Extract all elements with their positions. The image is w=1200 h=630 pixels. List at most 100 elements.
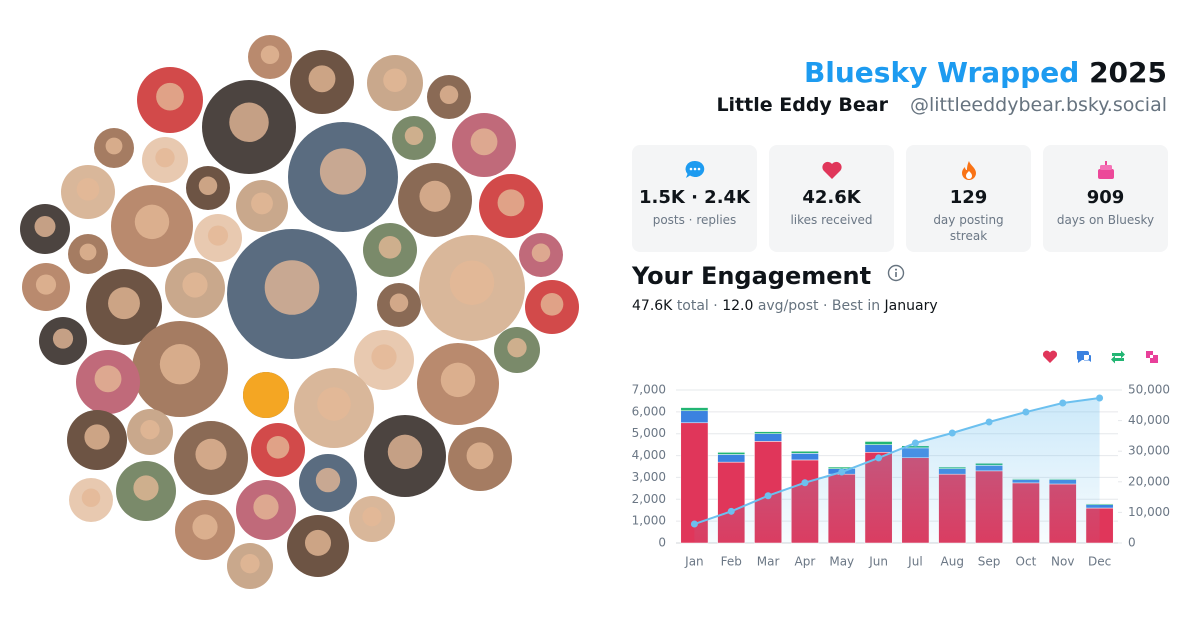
avatar-face bbox=[419, 180, 451, 212]
x-tick-label: Apr bbox=[795, 555, 816, 569]
avatar-face bbox=[140, 420, 160, 440]
x-tick-label: Jun bbox=[868, 555, 888, 569]
y-tick-label: 7,000 bbox=[632, 383, 666, 397]
y2-tick-label: 20,000 bbox=[1128, 474, 1170, 488]
avatar-face bbox=[304, 529, 332, 556]
avatar-face bbox=[35, 274, 57, 295]
avatar-face bbox=[439, 85, 459, 105]
avatar-face bbox=[79, 243, 97, 261]
avatar-face bbox=[84, 424, 110, 450]
summary-part: avg/post · bbox=[757, 298, 828, 314]
info-icon[interactable] bbox=[887, 264, 905, 282]
avatar-face bbox=[387, 434, 423, 470]
x-tick-label: Sep bbox=[978, 555, 1001, 569]
avatar-face bbox=[317, 387, 351, 421]
stat-value: 1.5K · 2.4K bbox=[638, 187, 751, 208]
avatar-face bbox=[52, 328, 74, 349]
avatar-face bbox=[105, 137, 123, 155]
y-tick-label: 0 bbox=[658, 536, 666, 550]
legend-icon[interactable] bbox=[1111, 350, 1125, 364]
bar-segment bbox=[864, 444, 893, 453]
line-point bbox=[690, 520, 698, 528]
avatar-face bbox=[531, 243, 551, 263]
avatar-face bbox=[229, 102, 269, 143]
icon bbox=[685, 160, 704, 178]
engagement-chart: 0 1,000 2,000 3,000 4,000 5,000 6,000 7,000 0 10,… bbox=[632, 350, 1170, 569]
y-tick-label: 5,000 bbox=[632, 426, 666, 440]
bar-segment bbox=[791, 450, 819, 454]
handle: @littleeddybear.bsky.social bbox=[909, 94, 1167, 116]
line-point bbox=[1059, 399, 1067, 407]
bar-segment bbox=[791, 453, 819, 461]
x-tick-label: Nov bbox=[1051, 555, 1074, 569]
avatar-face bbox=[449, 260, 495, 305]
legend-icon[interactable] bbox=[1042, 350, 1058, 363]
avatar-face bbox=[156, 82, 184, 111]
legend-icon[interactable] bbox=[1076, 351, 1091, 363]
title: Bluesky Wrapped 2025 bbox=[804, 56, 1167, 89]
stat-value: 42.6K bbox=[802, 187, 861, 208]
avatar bbox=[243, 372, 289, 418]
avatar-face bbox=[76, 177, 100, 201]
stat-label: day posting streak bbox=[933, 213, 1004, 243]
line-point bbox=[985, 418, 993, 426]
legend-icon[interactable] bbox=[1146, 351, 1158, 363]
section-title: Your Engagement bbox=[632, 262, 905, 290]
avatar-face bbox=[378, 235, 402, 259]
avatar-face bbox=[389, 293, 409, 313]
avatar-face bbox=[133, 475, 159, 501]
year: 2025 bbox=[1089, 56, 1167, 89]
summary-part: January bbox=[884, 298, 938, 314]
avatar-face bbox=[207, 225, 229, 246]
avatar-face bbox=[507, 338, 527, 358]
bar-segment bbox=[754, 431, 782, 434]
bar-segment bbox=[680, 410, 709, 424]
y2-tick-label: 0 bbox=[1128, 536, 1136, 550]
y2-tick-label: 40,000 bbox=[1128, 413, 1170, 427]
display-name: Little Eddy Bear bbox=[716, 94, 888, 116]
avatar-face bbox=[155, 148, 175, 168]
line-area bbox=[694, 397, 1100, 543]
line-point bbox=[911, 439, 919, 447]
avatar-face bbox=[182, 272, 208, 298]
line-point bbox=[875, 454, 883, 462]
avatar-face bbox=[540, 292, 564, 316]
y2-tick-label: 10,000 bbox=[1128, 505, 1170, 519]
summary-part: Best in bbox=[831, 298, 881, 314]
avatar-face bbox=[362, 507, 382, 527]
line-point bbox=[948, 429, 956, 437]
x-tick-label: Aug bbox=[941, 555, 964, 569]
summary-part: 12.0 bbox=[722, 298, 754, 314]
stat-label: likes received bbox=[790, 213, 873, 227]
section-title-text: Your Engagement bbox=[632, 262, 872, 290]
y-tick-label: 4,000 bbox=[632, 448, 666, 462]
avatar-face bbox=[34, 216, 56, 237]
brand: Bluesky Wrapped bbox=[803, 56, 1080, 89]
avatar-face bbox=[371, 344, 397, 370]
stat-value: 909 bbox=[1086, 187, 1125, 208]
avatar-face bbox=[466, 442, 494, 470]
x-tick-label: Feb bbox=[721, 555, 742, 569]
stat-label: posts · replies bbox=[652, 213, 737, 227]
line-point bbox=[727, 507, 735, 515]
bar-segment bbox=[680, 407, 709, 412]
stat-card: 1.5K · 2.4K posts · replies bbox=[632, 145, 757, 252]
line-point bbox=[1022, 408, 1030, 416]
avatar-face bbox=[240, 554, 260, 574]
avatar-face bbox=[319, 148, 367, 195]
avatar-face bbox=[198, 176, 218, 196]
y2-tick-label: 30,000 bbox=[1128, 444, 1170, 458]
avatar-face bbox=[383, 68, 407, 92]
x-tick-label: Dec bbox=[1088, 555, 1111, 569]
avatar-face bbox=[253, 494, 279, 520]
avatar-collage bbox=[20, 35, 579, 589]
avatar-face bbox=[195, 438, 227, 470]
stat-card: 42.6K likes received bbox=[769, 145, 894, 252]
summary-part: 47.6K bbox=[632, 298, 673, 314]
line-point bbox=[838, 468, 846, 476]
icon bbox=[961, 161, 976, 180]
avatar-face bbox=[94, 365, 122, 393]
avatar-face bbox=[192, 514, 218, 540]
